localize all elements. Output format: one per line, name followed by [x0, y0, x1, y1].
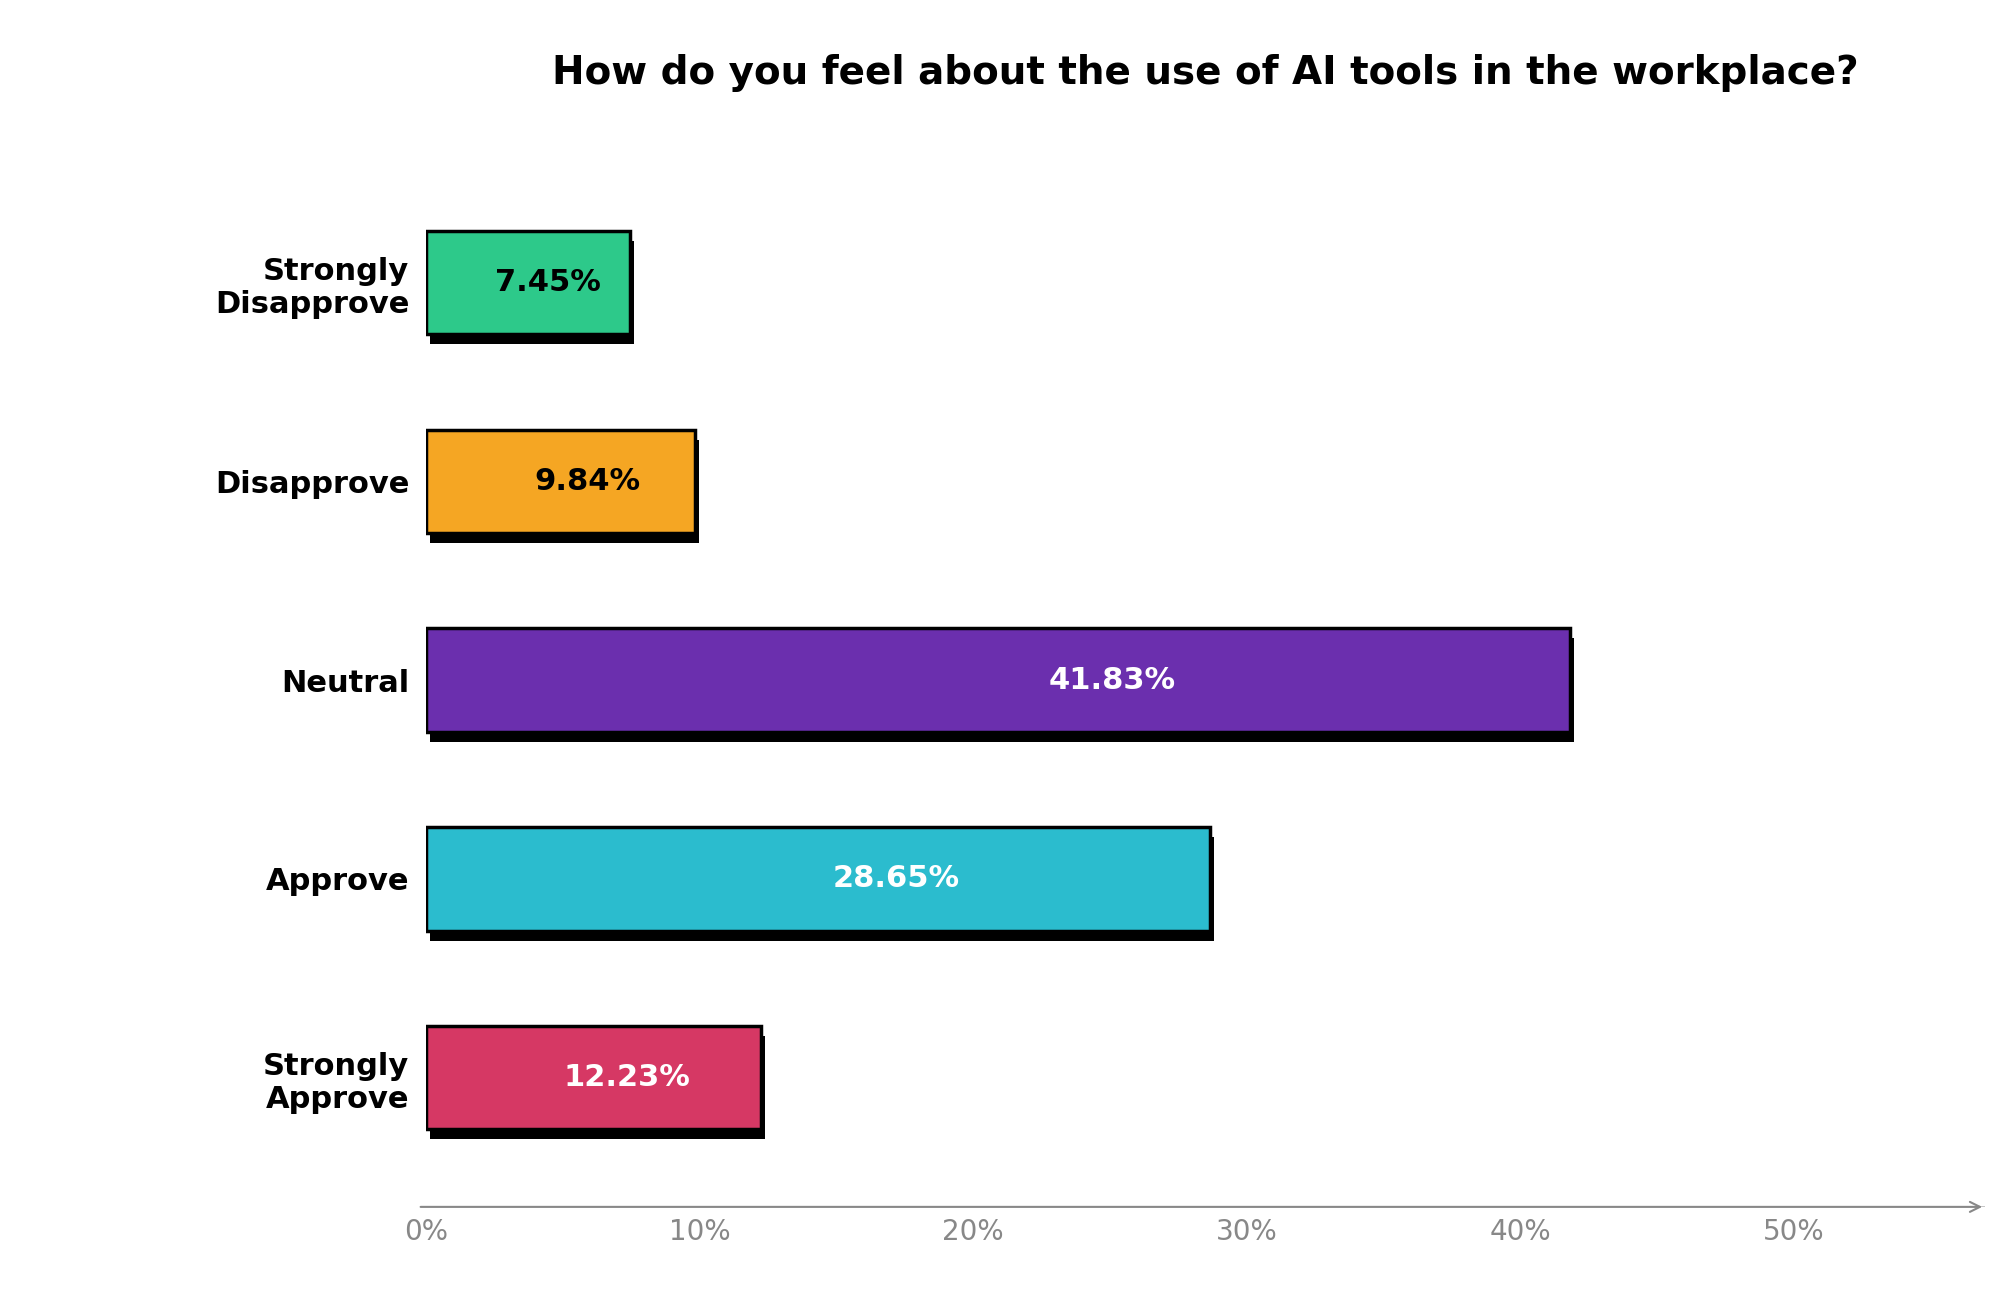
FancyBboxPatch shape — [426, 430, 696, 533]
Text: 12.23%: 12.23% — [564, 1063, 690, 1092]
FancyBboxPatch shape — [430, 638, 1574, 742]
FancyBboxPatch shape — [430, 439, 700, 543]
FancyBboxPatch shape — [430, 837, 1214, 940]
FancyBboxPatch shape — [426, 231, 630, 334]
FancyBboxPatch shape — [426, 628, 1570, 732]
Text: 41.83%: 41.83% — [1048, 666, 1176, 694]
Title: How do you feel about the use of AI tools in the workplace?: How do you feel about the use of AI tool… — [552, 55, 1858, 92]
Text: 28.65%: 28.65% — [832, 864, 960, 893]
FancyBboxPatch shape — [430, 1036, 764, 1139]
FancyBboxPatch shape — [430, 240, 634, 344]
Text: 7.45%: 7.45% — [496, 268, 602, 298]
FancyBboxPatch shape — [426, 1026, 760, 1130]
FancyBboxPatch shape — [426, 827, 1210, 931]
Text: 9.84%: 9.84% — [534, 467, 640, 495]
